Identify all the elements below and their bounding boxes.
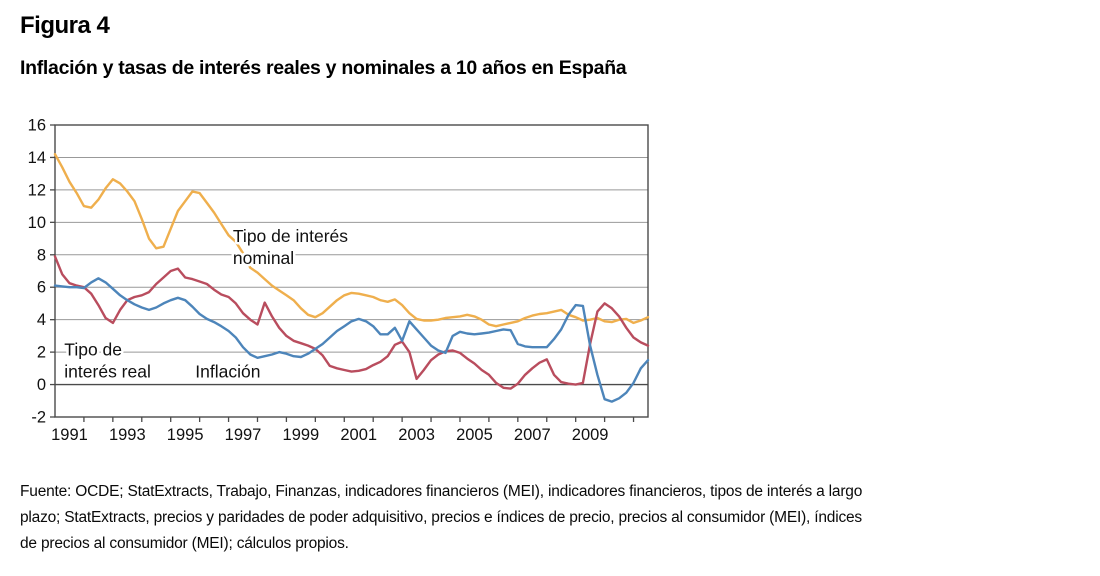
source-note: Fuente: OCDE; StatExtracts, Trabajo, Fin… <box>20 479 1088 557</box>
real-label: Tipo de interés real <box>64 340 151 382</box>
y-axis-label: 10 <box>28 214 46 232</box>
y-axis-label: 2 <box>37 344 46 362</box>
source-note-line: plazo; StatExtracts, precios y paridades… <box>20 509 862 526</box>
y-axis-label: 6 <box>37 279 46 297</box>
x-axis-label: 2005 <box>456 426 493 444</box>
series-line-nominal <box>53 152 650 328</box>
chart-frame <box>54 124 649 418</box>
series-line-inflacion <box>53 277 650 403</box>
x-axis-label: 2001 <box>340 426 377 444</box>
x-axis-label: 1995 <box>167 426 204 444</box>
inflacion-label: Inflación <box>195 362 260 382</box>
source-note-line: Fuente: OCDE; StatExtracts, Trabajo, Fin… <box>20 483 863 500</box>
figure-title: Inflación y tasas de interés reales y no… <box>20 57 627 79</box>
source-note-line: de precios al consumidor (MEI); cálculos… <box>20 535 349 552</box>
x-axis-label: 2003 <box>398 426 435 444</box>
figure-label: Figura 4 <box>20 12 110 39</box>
y-axis-label: 14 <box>28 149 46 167</box>
x-axis-label: 2009 <box>572 426 609 444</box>
y-axis-label: 0 <box>37 376 46 394</box>
x-axis-label: 1997 <box>225 426 262 444</box>
y-axis-label: 8 <box>37 246 46 264</box>
nominal-label: Tipo de interés nominal <box>233 226 348 268</box>
y-axis-label: 16 <box>28 117 46 135</box>
y-axis-label: -2 <box>31 409 46 427</box>
x-axis-label: 2007 <box>514 426 551 444</box>
x-axis-label: 1991 <box>51 426 88 444</box>
x-axis-label: 1993 <box>109 426 146 444</box>
series-line-real <box>53 255 650 390</box>
line-chart: 16 14 12 10 8 6 4 2 0 -2 1991 1993 1995 1997 1999 2001 2… <box>28 117 650 444</box>
x-axis-label: 1999 <box>283 426 320 444</box>
y-axis-label: 12 <box>28 181 46 199</box>
y-axis-label: 4 <box>37 311 46 329</box>
